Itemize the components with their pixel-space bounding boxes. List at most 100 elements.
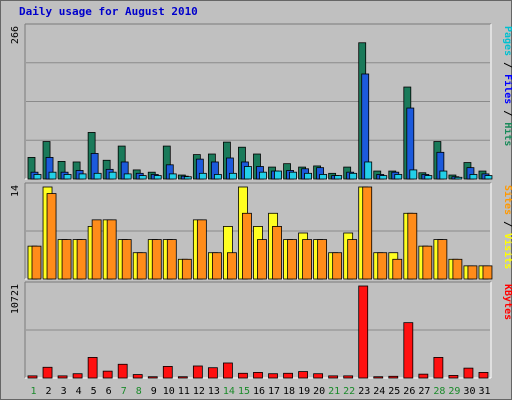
bar-pages-day-18 xyxy=(289,171,297,180)
bar-sites-day-2 xyxy=(46,193,57,280)
day-label: 1 xyxy=(31,386,37,397)
bar-kbytes-day-2 xyxy=(42,366,53,379)
bar-kbytes-day-23 xyxy=(358,285,369,379)
day-label: 23 xyxy=(358,386,370,397)
legend-entry: / xyxy=(502,215,512,233)
legend-entry: / xyxy=(502,56,512,74)
bar-kbytes-day-31 xyxy=(478,372,489,379)
day-label: 5 xyxy=(91,386,97,397)
bar-sites-day-20 xyxy=(317,239,328,280)
bar-sites-day-16 xyxy=(257,239,267,280)
bar-sites-day-28 xyxy=(437,239,448,280)
day-label: 27 xyxy=(418,386,430,397)
legend-entry: Sites xyxy=(502,185,512,215)
bar-sites-day-11 xyxy=(181,258,192,280)
bar-pages-day-19 xyxy=(304,172,312,180)
bar-pages-day-15 xyxy=(244,166,252,180)
day-label: 30 xyxy=(463,386,475,397)
bar-pages-day-30 xyxy=(469,174,478,180)
bar-kbytes-day-27 xyxy=(418,373,429,379)
bar-kbytes-day-7 xyxy=(117,363,128,379)
bar-sites-day-27 xyxy=(422,245,433,280)
day-label: 2 xyxy=(46,386,52,397)
chart-title: Daily usage for August 2010 xyxy=(19,5,198,18)
bar-sites-day-5 xyxy=(91,219,102,280)
bar-kbytes-day-6 xyxy=(102,370,113,379)
day-label: 24 xyxy=(373,386,385,397)
bar-kbytes-day-13 xyxy=(207,367,218,379)
bar-pages-day-9 xyxy=(153,175,162,180)
bar-kbytes-day-26 xyxy=(403,322,414,379)
day-label: 31 xyxy=(478,386,490,397)
bar-sites-day-1 xyxy=(31,245,42,280)
day-label: 6 xyxy=(106,386,112,397)
bar-pages-day-7 xyxy=(123,173,132,180)
bar-kbytes-day-5 xyxy=(87,357,98,379)
bar-kbytes-day-28 xyxy=(433,357,444,379)
bar-sites-day-10 xyxy=(166,239,177,280)
bar-kbytes-day-10 xyxy=(162,366,173,379)
panel-kbytes: 10721 KBytes xyxy=(10,281,512,379)
bar-kbytes-day-16 xyxy=(253,372,263,379)
legend-entry: Pages xyxy=(502,26,512,56)
bar-pages-day-26 xyxy=(409,169,418,180)
bar-sites-day-17 xyxy=(272,226,282,280)
bar-sites-day-9 xyxy=(151,239,162,280)
bar-pages-day-24 xyxy=(379,175,388,180)
bar-pages-day-5 xyxy=(93,172,102,180)
bar-kbytes-day-11 xyxy=(177,376,188,379)
bar-pages-day-31 xyxy=(484,175,493,180)
bar-sites-day-30 xyxy=(467,265,478,280)
bar-pages-day-10 xyxy=(168,173,177,180)
bar-pages-day-27 xyxy=(424,175,433,180)
legend-entry: KBytes xyxy=(502,284,512,320)
bar-pages-day-12 xyxy=(198,172,207,180)
bar-sites-day-13 xyxy=(211,252,222,280)
bar-sites-day-8 xyxy=(136,252,147,280)
bar-kbytes-day-24 xyxy=(373,376,384,379)
bar-sites-day-21 xyxy=(332,252,343,280)
day-label: 25 xyxy=(388,386,400,397)
legend-visits: Sites / Visits xyxy=(502,185,512,269)
bar-sites-day-24 xyxy=(377,252,388,280)
bar-pages-day-16 xyxy=(259,171,267,180)
bar-kbytes-day-15 xyxy=(238,372,248,379)
bar-kbytes-day-3 xyxy=(57,375,68,379)
day-label: 26 xyxy=(403,386,415,397)
panel-visits: 14 Sites / Visits xyxy=(10,182,512,280)
day-label: 28 xyxy=(433,386,445,397)
bar-sites-day-14 xyxy=(227,252,237,280)
bar-kbytes-day-4 xyxy=(72,373,83,379)
panel-hits: 266 Pages / Files / Hits xyxy=(10,23,512,180)
bar-kbytes-day-14 xyxy=(223,362,233,379)
bar-kbytes-day-12 xyxy=(192,365,203,379)
bar-kbytes-day-9 xyxy=(147,376,158,379)
bar-sites-day-23 xyxy=(362,186,373,280)
bar-sites-day-12 xyxy=(196,219,207,280)
legend-entry: Hits xyxy=(502,122,512,146)
bar-sites-day-6 xyxy=(106,219,117,280)
bar-sites-day-29 xyxy=(452,258,463,280)
bar-sites-day-19 xyxy=(302,239,312,280)
bar-sites-day-22 xyxy=(347,239,358,280)
legend-entry: Visits xyxy=(502,233,512,269)
day-label: 29 xyxy=(448,386,460,397)
day-label: 21 xyxy=(328,386,340,397)
day-label: 15 xyxy=(238,386,250,397)
bar-kbytes-day-25 xyxy=(388,375,399,379)
day-label: 9 xyxy=(151,386,157,397)
bar-pages-day-17 xyxy=(274,170,282,180)
max-label-visits: 14 xyxy=(10,185,21,197)
day-label: 8 xyxy=(136,386,142,397)
day-label: 20 xyxy=(313,386,325,397)
legend-entry: / xyxy=(502,104,512,122)
bar-pages-day-8 xyxy=(138,175,147,180)
bar-pages-day-28 xyxy=(439,170,448,180)
bar-sites-day-3 xyxy=(61,239,72,280)
bar-pages-day-22 xyxy=(349,172,358,180)
day-label: 4 xyxy=(76,386,82,397)
bar-kbytes-day-21 xyxy=(328,375,339,379)
bar-kbytes-day-22 xyxy=(343,375,354,379)
